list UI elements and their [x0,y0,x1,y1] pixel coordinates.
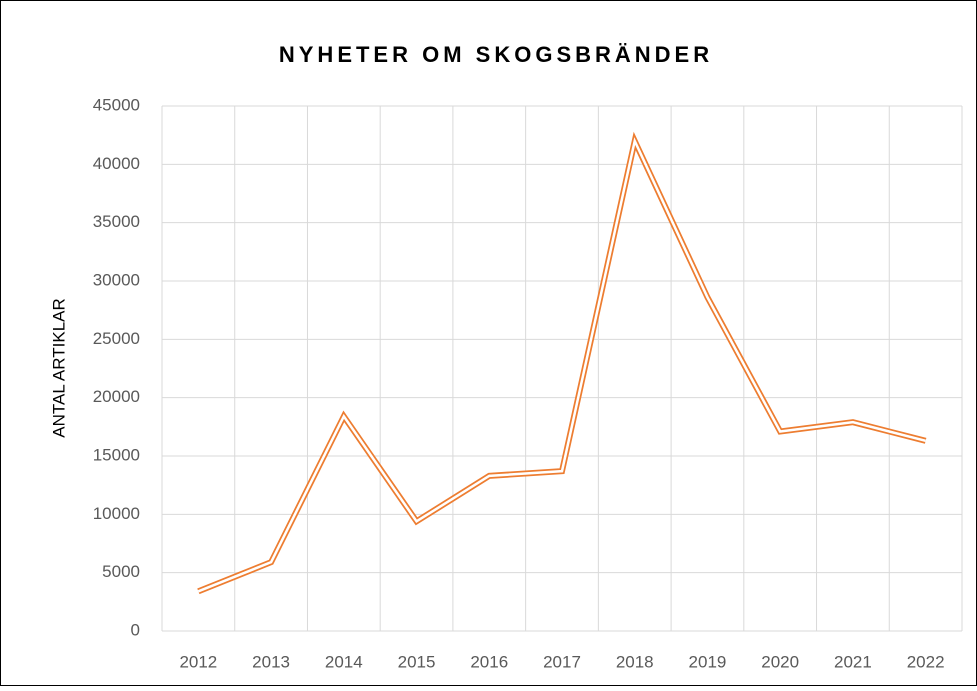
x-tick-label: 2014 [325,652,363,671]
x-tick-label: 2019 [689,652,727,671]
x-tick-label: 2012 [179,652,217,671]
x-tick-label: 2018 [616,652,654,671]
x-tick-label: 2021 [834,652,872,671]
x-tick-label: 2013 [252,652,290,671]
y-tick-label: 5000 [102,562,140,581]
chart-title: NYHETER OM SKOGSBRÄNDER [279,42,713,67]
y-tick-label: 0 [131,620,140,639]
x-tick-label: 2016 [470,652,508,671]
y-tick-label: 20000 [93,387,140,406]
y-tick-label: 25000 [93,329,140,348]
x-tick-label: 2020 [761,652,799,671]
series-line-inner [197,137,926,593]
x-tick-label: 2022 [907,652,945,671]
y-tick-label: 40000 [93,154,140,173]
y-tick-label: 35000 [93,212,140,231]
y-tick-label: 45000 [93,95,140,114]
x-tick-label: 2017 [543,652,581,671]
y-tick-label: 30000 [93,270,140,289]
y-axis-label: ANTAL ARTIKLAR [49,298,68,438]
y-tick-label: 10000 [93,504,140,523]
x-tick-label: 2015 [398,652,436,671]
y-tick-label: 15000 [93,445,140,464]
